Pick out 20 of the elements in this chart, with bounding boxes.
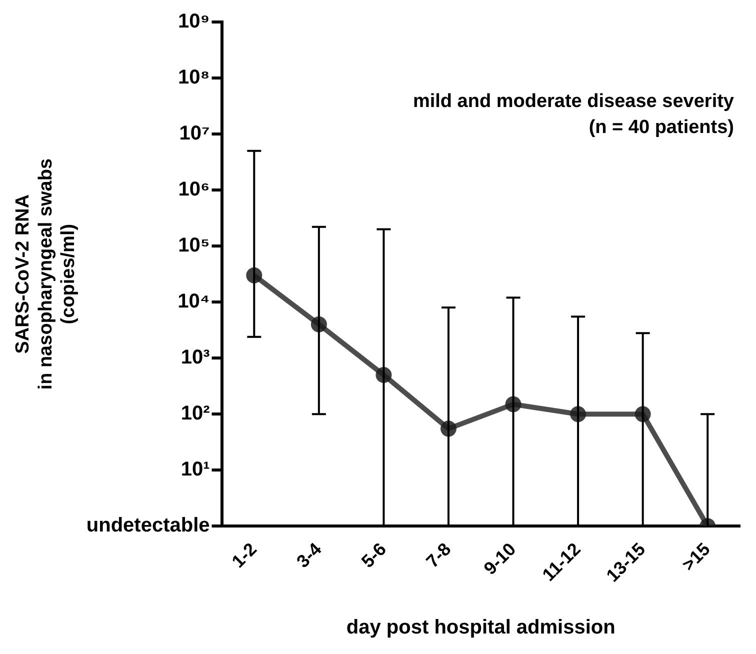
y-tick-label: 10⁹ — [178, 10, 210, 33]
x-tick-label: 1-2 — [228, 539, 260, 572]
y-tick-label: 10¹ — [180, 458, 210, 481]
y-tick-label: 10⁶ — [178, 178, 210, 201]
annotation: mild and moderate disease severity — [412, 91, 734, 112]
y-tick-label: 10⁴ — [178, 290, 210, 313]
y-tick-label: undetectable — [86, 514, 210, 537]
y-axis-title: SARS-CoV-2 RNA in nasopharyngeal swabs (copies/ml) — [12, 158, 80, 390]
x-tick-label: 7-8 — [422, 539, 455, 572]
x-axis-title: day post hospital admission — [346, 616, 616, 639]
x-tick-label: >15 — [678, 539, 714, 575]
x-tick-label: 3-4 — [292, 539, 326, 572]
y-tick-label: 10⁸ — [178, 66, 210, 89]
y-tick-label: 10³ — [180, 346, 210, 369]
y-tick-label: 10⁷ — [179, 122, 210, 145]
y-tick-label: 10² — [180, 402, 210, 425]
annotation: (n = 40 patients) — [588, 117, 734, 138]
x-tick-label: 9-10 — [480, 539, 520, 579]
x-tick-label: 5-6 — [358, 539, 390, 572]
y-tick-label: 10⁵ — [178, 234, 210, 257]
